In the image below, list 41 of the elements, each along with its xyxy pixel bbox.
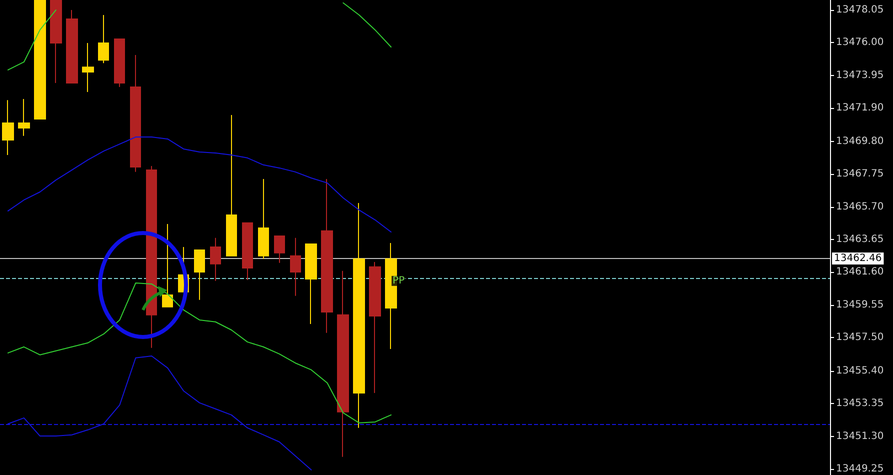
candlestick	[337, 270, 349, 458]
line-series	[7, 282, 392, 424]
y-tick-label: 13467.75	[836, 168, 884, 180]
candlestick	[305, 243, 317, 324]
candlestick	[353, 202, 365, 428]
y-tick-label: 13459.55	[836, 299, 884, 310]
candlestick	[114, 38, 125, 88]
candlestick	[2, 100, 14, 156]
y-tick-label: 13471.90	[836, 102, 884, 114]
candlestick	[82, 42, 94, 92]
candlestick	[274, 235, 285, 264]
candlestick	[130, 54, 141, 172]
candlestick	[98, 14, 109, 64]
candlestick	[369, 261, 381, 394]
y-tick-label: 13473.95	[836, 70, 884, 81]
candlestick	[50, 0, 62, 84]
candlestick	[66, 10, 78, 84]
y-tick-label: 13461.60	[836, 266, 884, 278]
y-tick-label: 13449.25	[836, 463, 884, 474]
y-tick-label: 13453.35	[836, 398, 884, 410]
line-series	[7, 136, 392, 233]
ref-line-label: 13462.46	[834, 252, 882, 264]
candlestick	[146, 166, 157, 348]
candlestick	[290, 237, 301, 296]
candlestick	[34, 0, 46, 120]
y-tick-label: 13457.50	[836, 332, 884, 343]
candlestick	[321, 178, 333, 334]
y-tick-label: 13469.80	[836, 136, 884, 147]
candlestick	[258, 178, 269, 260]
y-tick-label: 13463.65	[836, 234, 884, 245]
candlestick	[242, 222, 253, 280]
y-tick-label: 13476.00	[836, 37, 884, 48]
candlestick	[210, 237, 221, 282]
candlestick	[18, 98, 30, 136]
y-tick-label: 13465.70	[836, 201, 884, 212]
y-tick-label: 13451.30	[836, 430, 884, 442]
y-tick-label: 13478.05	[836, 4, 884, 16]
candlestick	[194, 250, 205, 300]
y-tick-label: 13455.40	[836, 365, 884, 376]
annotation: PP	[392, 275, 405, 286]
candlestick	[226, 114, 237, 256]
